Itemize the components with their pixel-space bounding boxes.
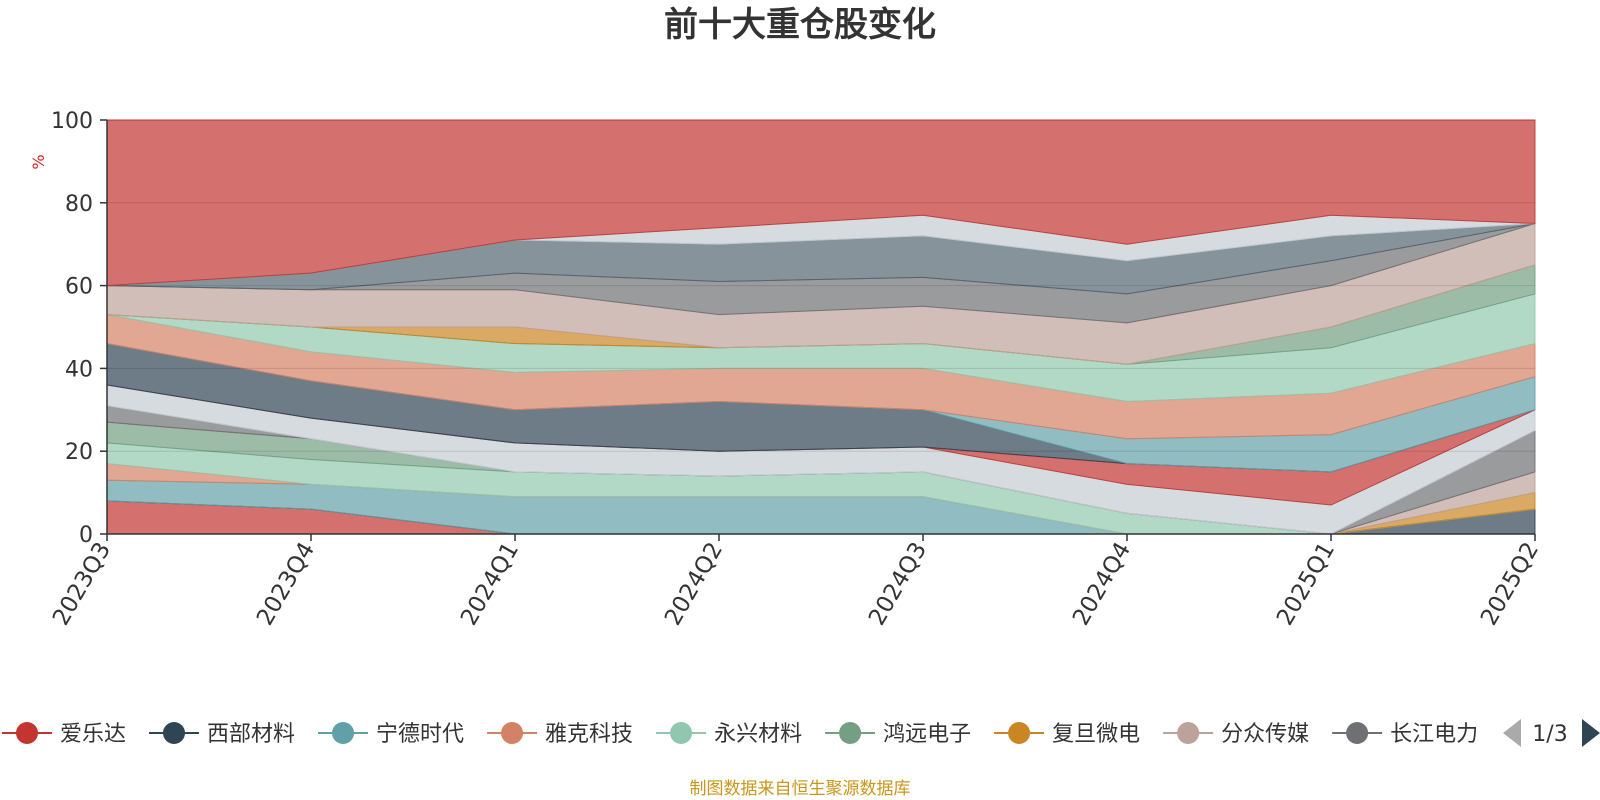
axes: [106, 120, 1535, 535]
x-tick-label-6: 2024Q4: [1068, 538, 1136, 630]
x-tick-label-4: 2024Q2: [660, 538, 728, 630]
y-axis-unit: %: [29, 154, 48, 169]
x-tick-label-1: 2023Q3: [48, 538, 116, 630]
chart-title: 前十大重仓股变化: [664, 5, 936, 45]
legend-marker: [670, 722, 693, 744]
x-tick-label-5: 2024Q3: [864, 538, 932, 630]
legend-item-9[interactable]: 长江电力: [1332, 722, 1478, 747]
legend-label: 永兴材料: [714, 722, 802, 747]
y-tick-label-2: 20: [65, 440, 93, 465]
legend-label: 鸿远电子: [883, 722, 971, 747]
y-tick-label-4: 60: [65, 275, 93, 300]
legend-prev-page-icon[interactable]: [1503, 719, 1521, 747]
legend-item-1[interactable]: 爱乐达: [2, 722, 126, 747]
legend-marker: [332, 722, 355, 744]
legend-overflow-mask: [1484, 706, 1600, 762]
legend-label: 长江电力: [1390, 722, 1478, 747]
x-tick-label-7: 2025Q1: [1272, 538, 1340, 630]
legend-item-8[interactable]: 分众传媒: [1163, 722, 1309, 747]
grid-lines: [107, 119, 1535, 452]
legend-item-7[interactable]: 复旦微电: [994, 722, 1140, 747]
legend-item-2[interactable]: 西部材料: [149, 722, 295, 747]
area-series-22: [106, 119, 1536, 287]
legend-item-3[interactable]: 宁德时代: [318, 722, 464, 747]
y-tick-label-6: 100: [51, 109, 93, 134]
legend-marker: [1177, 722, 1200, 744]
x-tick-label-3: 2024Q1: [456, 538, 524, 630]
legend-label: 复旦微电: [1052, 722, 1140, 747]
legend-item-5[interactable]: 永兴材料: [656, 722, 802, 747]
y-tick-label-5: 80: [65, 192, 93, 217]
area-layers: [106, 119, 1536, 535]
legend-marker: [16, 722, 38, 744]
legend-marker: [1008, 722, 1031, 744]
y-tick-label-3: 40: [65, 357, 93, 382]
x-tick-label-2: 2023Q4: [252, 538, 320, 630]
legend-label: 宁德时代: [376, 722, 464, 747]
legend-marker: [501, 722, 524, 744]
legend-label: 雅克科技: [545, 722, 633, 747]
legend-label: 分众传媒: [1221, 722, 1309, 747]
legend-pager: 1/3: [1503, 719, 1600, 747]
legend-marker: [163, 722, 186, 744]
y-axis-ticks: 0 20 40 60 80 100: [51, 109, 107, 548]
data-source-footer: 制图数据来自恒生聚源数据库: [690, 779, 911, 799]
legend-label: 爱乐达: [60, 722, 126, 747]
y-tick-label-1: 0: [79, 523, 93, 548]
x-axis-ticks: 2023Q3 2023Q4 2024Q1 2024Q2 2024Q3 2024Q4 2025…: [48, 534, 1544, 630]
legend-page-indicator: 1/3: [1532, 722, 1567, 747]
x-tick-label-8: 2025Q2: [1476, 538, 1544, 630]
legend-marker: [839, 722, 862, 744]
legend-next-page-icon[interactable]: [1582, 719, 1600, 747]
legend-item-6[interactable]: 鸿远电子: [825, 722, 971, 747]
legend-label: 西部材料: [207, 722, 295, 747]
legend-marker: [1346, 722, 1369, 744]
legend: 爱乐达 西部材料 宁德时代 雅克科技 永兴材料 鸿远电子 复旦微电 分众传媒 长江电力: [2, 706, 1600, 762]
legend-item-4[interactable]: 雅克科技: [487, 722, 633, 747]
